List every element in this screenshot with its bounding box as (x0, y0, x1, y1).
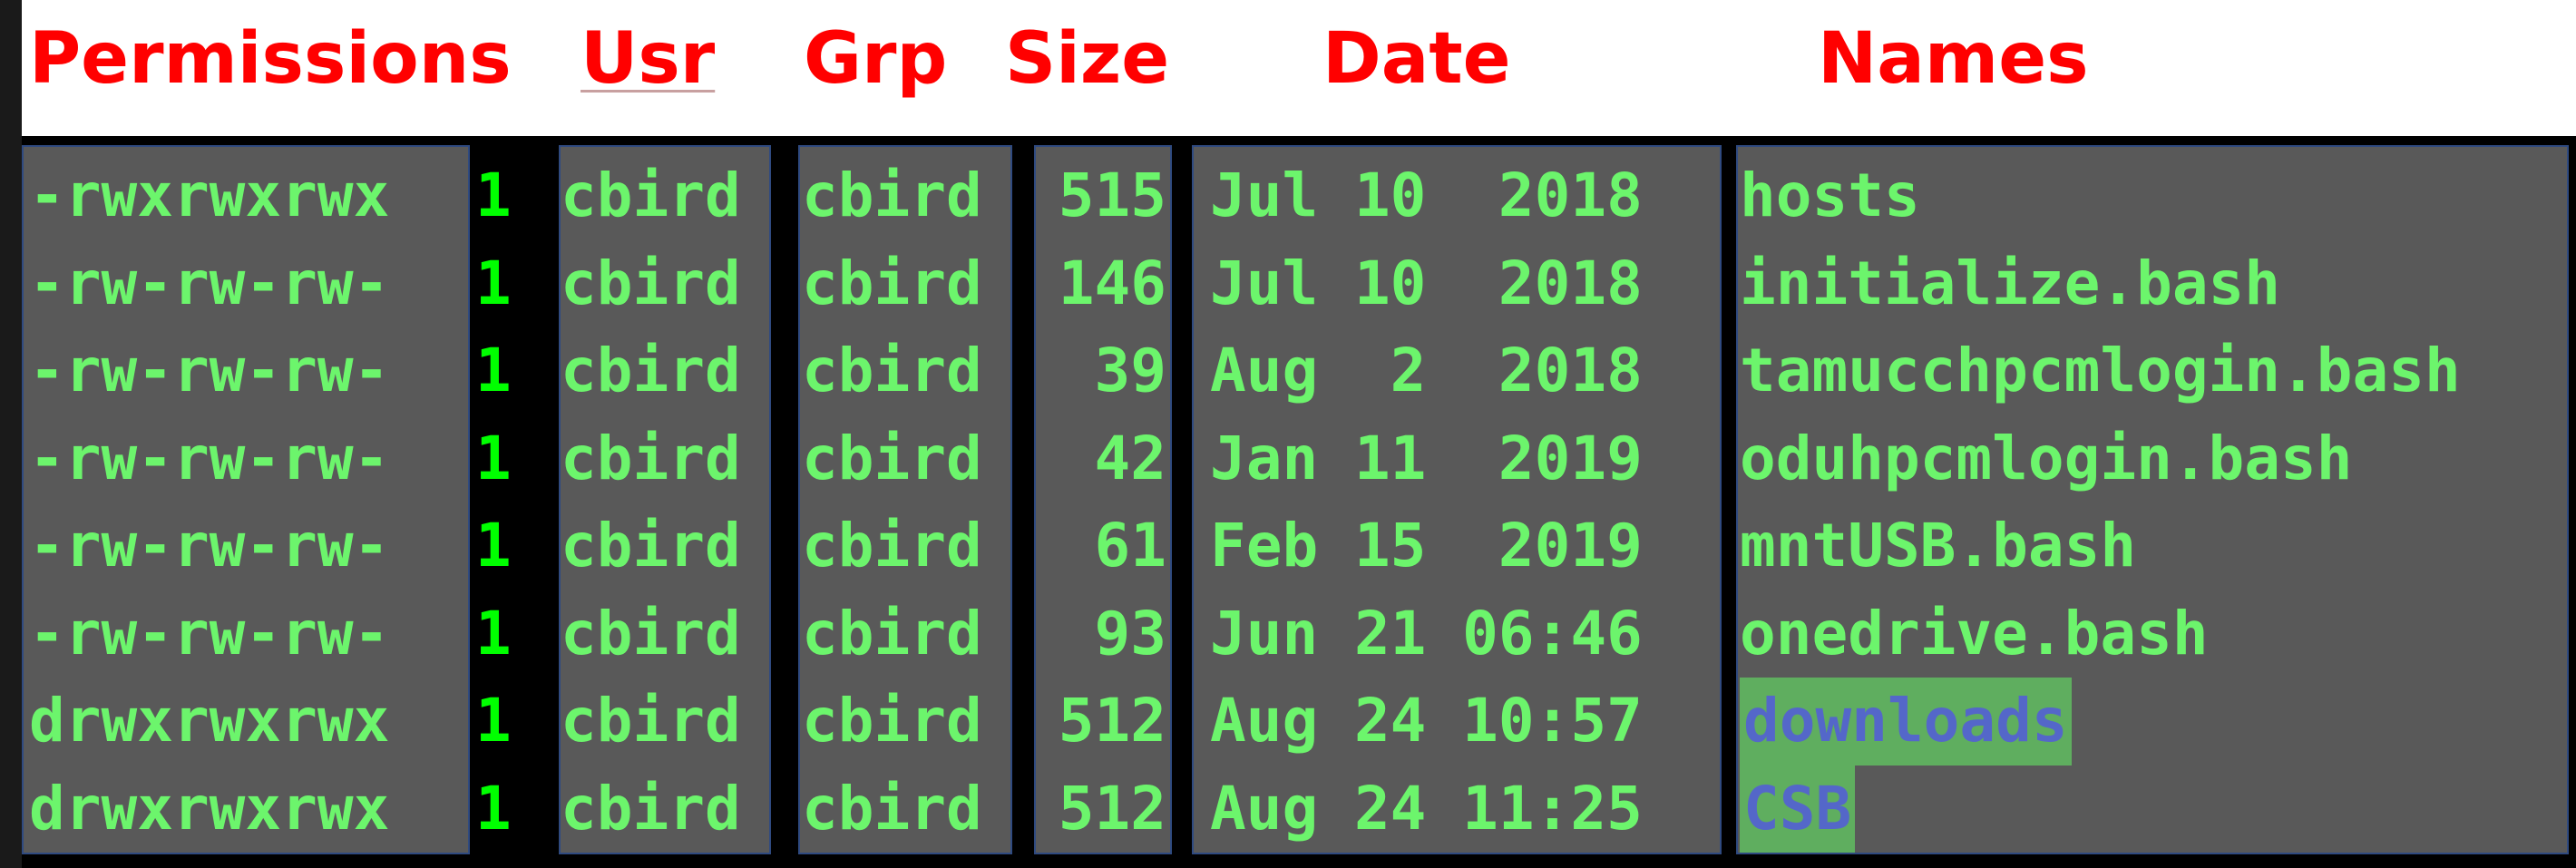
file-name: mntUSB.bash (1740, 511, 2137, 580)
date-cell: Aug 24 11:25 (1210, 773, 1643, 844)
user-cell: cbird (561, 336, 741, 405)
size-cell: 512 (1058, 686, 1166, 756)
file-name: onedrive.bash (1740, 598, 2209, 668)
names-column: hosts initialize.bash tamucchpcmlogin.bash… (1740, 152, 2565, 853)
size-cell: 39 (1094, 336, 1166, 405)
directory-name: CSB (1740, 765, 1856, 853)
group-cell: cbird (802, 161, 982, 230)
permissions-cell: -rw-rw-rw- (29, 423, 390, 493)
link-count-cell: 1 (475, 773, 512, 844)
size-cell: 146 (1058, 248, 1166, 318)
file-name: oduhpcmlogin.bash (1740, 423, 2353, 493)
date-cell: Feb 15 2019 (1210, 511, 1643, 580)
left-edge (0, 0, 22, 868)
file-name: hosts (1740, 161, 1920, 230)
permissions-cell: -rw-rw-rw- (29, 248, 390, 318)
link-count-cell: 1 (475, 161, 512, 230)
date-cell: Aug 24 10:57 (1210, 686, 1643, 756)
permissions-cell: drwxrwxrwx (29, 773, 390, 844)
link-count-cell: 1 (475, 511, 512, 580)
header-permissions: Permissions (29, 18, 512, 100)
user-cell: cbird (561, 773, 741, 844)
size-cell: 93 (1094, 598, 1166, 668)
usr-column-panel (559, 145, 771, 854)
date-column-panel (1192, 145, 1722, 854)
date-cell: Jan 11 2019 (1210, 423, 1643, 493)
directory-entry: CSB (1740, 765, 2565, 853)
permissions-column-panel (22, 145, 470, 854)
link-count-cell: 1 (475, 423, 512, 493)
header-names: Names (1818, 18, 2089, 100)
header-usr: Usr (581, 18, 716, 100)
date-cell: Jul 10 2018 (1210, 248, 1643, 318)
size-cell: 512 (1058, 773, 1166, 844)
size-cell: 515 (1058, 161, 1166, 230)
permissions-column: -rwxrwxrwx -rw-rw-rw- -rw-rw-rw- -rw-rw-rw-… (29, 152, 464, 853)
date-cell: Aug 2 2018 (1210, 336, 1643, 405)
date-cell: Jul 10 2018 (1210, 161, 1643, 230)
size-column-panel (1034, 145, 1172, 854)
directory-name: downloads (1740, 678, 2072, 766)
user-cell: cbird (561, 423, 741, 493)
group-cell: cbird (802, 511, 982, 580)
header-size: Size (1005, 18, 1170, 100)
link-count-cell: 1 (475, 248, 512, 318)
group-cell: cbird (802, 336, 982, 405)
usr-column: cbird cbird cbird cbird cbird cbird cbird cbird (561, 152, 769, 853)
date-column: Jul 10 2018 Jul 10 2018 Aug 2 2018 Jan 11 2… (1210, 152, 1718, 853)
permissions-cell: -rw-rw-rw- (29, 336, 390, 405)
directory-entry: downloads (1740, 678, 2565, 766)
permissions-cell: drwxrwxrwx (29, 686, 390, 756)
link-count-cell: 1 (475, 336, 512, 405)
grp-column-panel (798, 145, 1012, 854)
size-cell: 61 (1094, 511, 1166, 580)
user-cell: cbird (561, 248, 741, 318)
grp-column: cbird cbird cbird cbird cbird cbird cbird cbird (802, 152, 1010, 853)
links-column: 1 1 1 1 1 1 1 1 (475, 152, 521, 853)
file-name: initialize.bash (1740, 248, 2281, 318)
link-count-cell: 1 (475, 598, 512, 668)
user-cell: cbird (561, 511, 741, 580)
user-cell: cbird (561, 598, 741, 668)
size-cell: 42 (1094, 423, 1166, 493)
file-name: tamucchpcmlogin.bash (1740, 336, 2461, 405)
date-cell: Jun 21 06:46 (1210, 598, 1643, 668)
group-cell: cbird (802, 598, 982, 668)
permissions-cell: -rw-rw-rw- (29, 598, 390, 668)
group-cell: cbird (802, 773, 982, 844)
group-cell: cbird (802, 423, 982, 493)
user-cell: cbird (561, 161, 741, 230)
permissions-cell: -rw-rw-rw- (29, 511, 390, 580)
header-date: Date (1322, 18, 1511, 100)
group-cell: cbird (802, 248, 982, 318)
link-count-cell: 1 (475, 686, 512, 756)
user-cell: cbird (561, 686, 741, 756)
size-column: 515 146 39 42 61 93 512 512 (1038, 152, 1166, 853)
permissions-cell: -rwxrwxrwx (29, 161, 390, 230)
header-grp: Grp (804, 18, 948, 100)
group-cell: cbird (802, 686, 982, 756)
